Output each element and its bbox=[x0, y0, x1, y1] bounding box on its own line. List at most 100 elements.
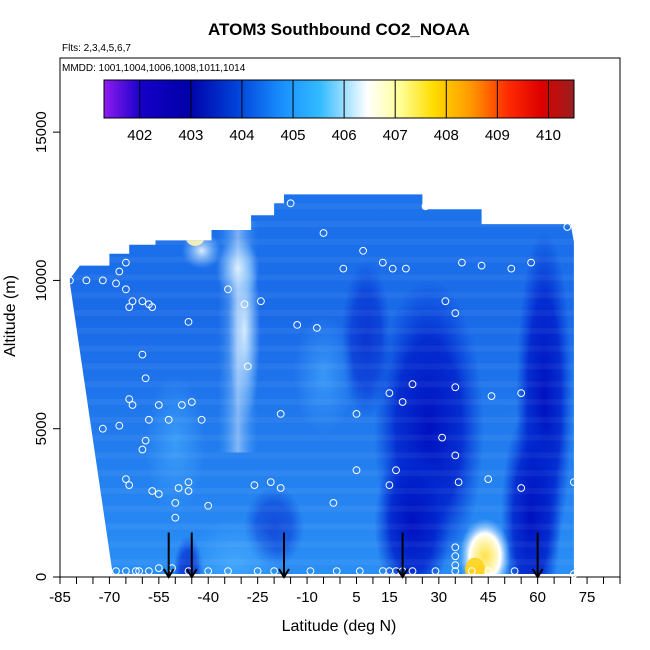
x-tick-label: -70 bbox=[99, 589, 121, 606]
x-tick-label: -85 bbox=[49, 589, 71, 606]
sample-point bbox=[122, 258, 130, 267]
sample-point bbox=[122, 475, 130, 484]
sample-point bbox=[154, 564, 163, 572]
sample-point bbox=[313, 324, 321, 332]
sample-point bbox=[276, 410, 285, 418]
sample-point bbox=[128, 297, 137, 306]
sample-point bbox=[125, 303, 134, 312]
sample-point bbox=[451, 543, 460, 552]
colorbar-tick-label: 406 bbox=[332, 127, 357, 144]
sample-point bbox=[187, 398, 196, 406]
sample-point bbox=[378, 258, 387, 267]
sample-point bbox=[458, 258, 466, 267]
sample-point bbox=[138, 350, 147, 359]
sample-point bbox=[517, 484, 526, 492]
sample-point bbox=[517, 389, 526, 398]
sample-point bbox=[112, 279, 120, 288]
sample-point bbox=[467, 567, 476, 575]
sample-point bbox=[224, 567, 232, 575]
sample-point bbox=[145, 415, 153, 424]
sample-point bbox=[98, 276, 107, 285]
sample-point bbox=[507, 264, 516, 273]
sample-point bbox=[402, 264, 410, 273]
sample-point bbox=[451, 309, 460, 318]
sample-point bbox=[270, 567, 279, 575]
surface-arrow bbox=[278, 532, 290, 579]
sample-point bbox=[451, 383, 460, 392]
field-blob bbox=[341, 259, 392, 420]
y-tick-label: 10000 bbox=[33, 260, 50, 302]
x-tick-label: -55 bbox=[148, 589, 170, 606]
sample-point bbox=[359, 246, 368, 255]
sample-point bbox=[484, 567, 493, 575]
sample-points bbox=[66, 199, 578, 578]
colorbar-tick-label: 405 bbox=[281, 127, 306, 144]
sample-point bbox=[184, 487, 193, 495]
sample-point bbox=[570, 570, 578, 578]
sample-point bbox=[266, 478, 275, 487]
sample-point bbox=[131, 567, 140, 575]
flights-note: Flts: 2,3,4,5,6,7 bbox=[62, 43, 131, 54]
y-axis: 0 5000 10000 15000 bbox=[33, 111, 60, 581]
sample-point bbox=[82, 276, 91, 285]
surface-arrow bbox=[162, 532, 175, 579]
y-tick-label: 5000 bbox=[33, 412, 50, 445]
sample-point bbox=[66, 276, 74, 285]
surface-arrow bbox=[396, 532, 409, 579]
x-axis-title: Latitude (deg N) bbox=[282, 618, 397, 635]
y-axis-title: Altitude (m) bbox=[2, 275, 19, 357]
sample-point bbox=[385, 389, 394, 398]
sample-point bbox=[329, 499, 338, 507]
sample-point bbox=[484, 475, 493, 484]
sample-point bbox=[441, 297, 450, 306]
sample-point bbox=[115, 421, 124, 430]
colorbar-tick-label: 409 bbox=[485, 127, 510, 144]
sample-point bbox=[286, 199, 295, 208]
sample-point bbox=[171, 513, 180, 522]
sample-point bbox=[243, 362, 252, 371]
sample-point bbox=[174, 484, 183, 492]
sample-point bbox=[135, 567, 144, 575]
x-tick-label: 45 bbox=[480, 589, 497, 606]
colorbar-tick-label: 408 bbox=[434, 127, 459, 144]
sample-point bbox=[527, 258, 535, 267]
x-tick-label: 60 bbox=[529, 589, 546, 606]
sample-point bbox=[408, 380, 417, 389]
sample-point bbox=[184, 478, 193, 487]
sample-point bbox=[388, 264, 397, 273]
sample-point bbox=[184, 318, 193, 326]
x-tick-label: -25 bbox=[247, 589, 269, 606]
sample-point bbox=[125, 481, 134, 490]
colorbar: 402 403 404 405 406 407 408 409 410 bbox=[103, 79, 575, 144]
sample-point bbox=[451, 451, 460, 460]
sample-point bbox=[339, 264, 348, 273]
sample-point bbox=[451, 567, 460, 575]
colorbar-tick-label: 403 bbox=[178, 127, 203, 144]
sample-point bbox=[563, 223, 572, 231]
field-blob bbox=[181, 232, 222, 269]
y-tick-label: 0 bbox=[33, 573, 50, 581]
field-blob bbox=[189, 517, 280, 574]
x-tick-label: -40 bbox=[197, 589, 219, 606]
sample-point bbox=[122, 285, 130, 294]
sample-point bbox=[115, 267, 124, 276]
sample-point bbox=[408, 567, 417, 575]
chart-title: ATOM3 Southbound CO2_NOAA bbox=[208, 20, 470, 39]
field-blob bbox=[293, 315, 354, 436]
sample-point bbox=[352, 466, 361, 475]
x-tick-label: 30 bbox=[430, 589, 447, 606]
sample-point bbox=[253, 567, 262, 575]
field-blob bbox=[501, 407, 562, 574]
sample-point bbox=[319, 229, 328, 237]
sample-point bbox=[112, 567, 120, 575]
sample-point bbox=[250, 481, 259, 490]
sample-point bbox=[293, 321, 302, 329]
sample-point bbox=[197, 415, 206, 424]
colorbar-tick-label: 410 bbox=[536, 127, 561, 144]
co2-curtain-field bbox=[69, 194, 574, 574]
sample-point bbox=[454, 478, 463, 487]
x-tick-label: -10 bbox=[296, 589, 318, 606]
colorbar-tick-label: 402 bbox=[127, 127, 152, 144]
sample-point bbox=[138, 445, 147, 454]
sample-point bbox=[178, 401, 186, 409]
